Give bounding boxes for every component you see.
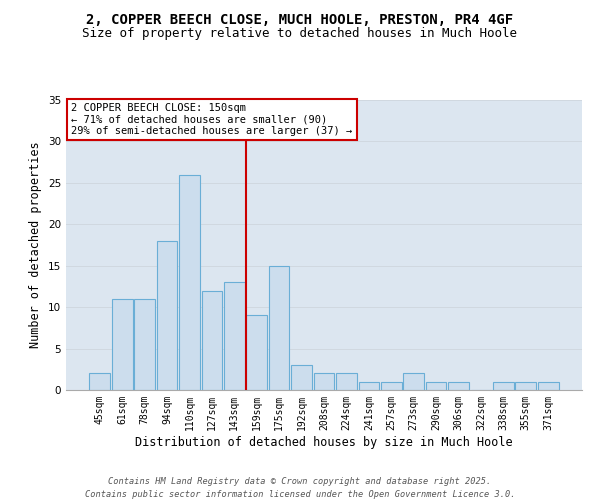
Y-axis label: Number of detached properties: Number of detached properties: [29, 142, 43, 348]
Text: Size of property relative to detached houses in Much Hoole: Size of property relative to detached ho…: [83, 28, 517, 40]
Bar: [538, 382, 559, 390]
Bar: [269, 266, 289, 390]
Bar: [89, 374, 110, 390]
Bar: [224, 282, 245, 390]
Bar: [381, 382, 401, 390]
Bar: [359, 382, 379, 390]
Bar: [448, 382, 469, 390]
Text: 2 COPPER BEECH CLOSE: 150sqm
← 71% of detached houses are smaller (90)
29% of se: 2 COPPER BEECH CLOSE: 150sqm ← 71% of de…: [71, 103, 352, 136]
Bar: [314, 374, 334, 390]
Bar: [515, 382, 536, 390]
Text: 2, COPPER BEECH CLOSE, MUCH HOOLE, PRESTON, PR4 4GF: 2, COPPER BEECH CLOSE, MUCH HOOLE, PREST…: [86, 12, 514, 26]
Bar: [426, 382, 446, 390]
Bar: [493, 382, 514, 390]
X-axis label: Distribution of detached houses by size in Much Hoole: Distribution of detached houses by size …: [135, 436, 513, 448]
Bar: [247, 316, 267, 390]
Bar: [179, 174, 200, 390]
Bar: [157, 241, 178, 390]
Bar: [134, 299, 155, 390]
Bar: [202, 290, 222, 390]
Text: Contains HM Land Registry data © Crown copyright and database right 2025.: Contains HM Land Registry data © Crown c…: [109, 478, 491, 486]
Bar: [336, 374, 357, 390]
Text: Contains public sector information licensed under the Open Government Licence 3.: Contains public sector information licen…: [85, 490, 515, 499]
Bar: [112, 299, 133, 390]
Bar: [403, 374, 424, 390]
Bar: [291, 365, 312, 390]
